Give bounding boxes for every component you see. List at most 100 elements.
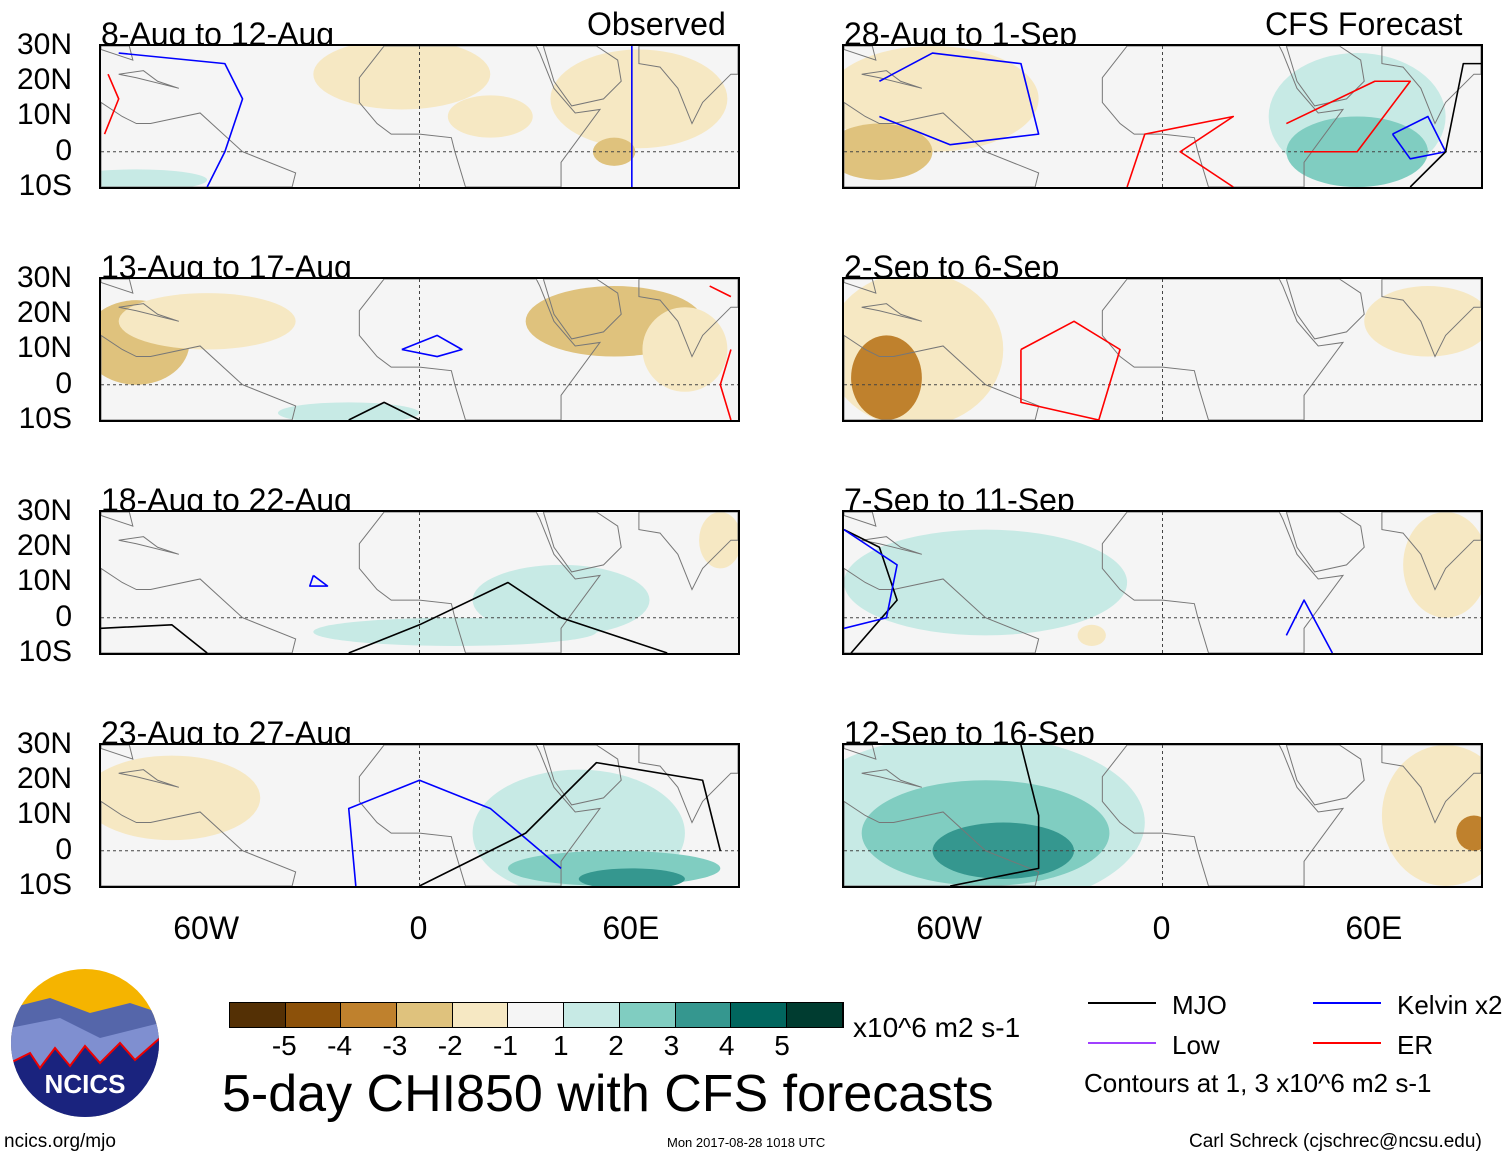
coastline bbox=[542, 512, 622, 573]
coastline bbox=[101, 101, 297, 187]
coastline bbox=[861, 303, 923, 322]
colorbar-label: 1 bbox=[553, 1030, 569, 1061]
coastline bbox=[118, 536, 180, 555]
coastline bbox=[1285, 279, 1365, 340]
colorbar-label: 2 bbox=[608, 1030, 624, 1061]
anomaly-region bbox=[578, 868, 685, 886]
colorbar-label: -1 bbox=[493, 1030, 518, 1061]
map-panel bbox=[99, 510, 740, 655]
legend-line bbox=[1313, 1042, 1381, 1044]
colorbar-swatch bbox=[564, 1003, 620, 1027]
x-tick-label: 60E bbox=[1345, 910, 1403, 946]
coastline bbox=[101, 334, 297, 420]
x-tick-label: 60W bbox=[916, 910, 983, 946]
anomaly-region bbox=[1381, 745, 1481, 886]
legend-label: Low bbox=[1172, 1030, 1220, 1060]
anomaly-region bbox=[118, 293, 296, 350]
colorbar-label: -5 bbox=[271, 1030, 297, 1061]
anomaly-region bbox=[313, 617, 597, 646]
coastline bbox=[844, 800, 1040, 886]
map-panel bbox=[842, 277, 1483, 422]
coastline bbox=[118, 769, 180, 788]
coastline bbox=[118, 303, 180, 322]
legend-label: ER bbox=[1397, 1030, 1434, 1060]
wave-contour bbox=[348, 581, 668, 653]
coastline bbox=[1101, 279, 1345, 420]
anomaly-region bbox=[101, 755, 261, 841]
colorbar-swatch bbox=[452, 1003, 509, 1027]
anomaly-region bbox=[550, 49, 728, 149]
y-tick-label: 0 bbox=[55, 832, 72, 866]
wave-contour bbox=[401, 334, 463, 358]
anomaly-region bbox=[699, 512, 738, 569]
map-panel bbox=[842, 743, 1483, 888]
coastline bbox=[1381, 745, 1481, 824]
wave-contour bbox=[950, 745, 1040, 886]
coastline bbox=[542, 279, 622, 340]
colorbar-swatch bbox=[675, 1003, 732, 1027]
coastline bbox=[101, 279, 134, 294]
contour-note: Contours at 1, 3 x10^6 m2 s-1 bbox=[1084, 1068, 1432, 1098]
coastline bbox=[844, 512, 877, 527]
x-tick-label: 0 bbox=[1152, 910, 1171, 946]
anomaly-region bbox=[851, 335, 922, 420]
footer-timestamp: Mon 2017-08-28 1018 UTC bbox=[667, 1135, 826, 1150]
anomaly-region bbox=[447, 95, 533, 138]
coastline bbox=[1285, 745, 1365, 806]
wave-contour bbox=[879, 52, 1040, 146]
wave-contour bbox=[103, 73, 120, 135]
coastline bbox=[844, 46, 877, 61]
legend-line bbox=[1088, 1042, 1156, 1044]
legend-label: MJO bbox=[1172, 990, 1227, 1020]
wave-contour bbox=[1020, 320, 1121, 420]
coastline bbox=[844, 334, 1040, 420]
x-tick-label: 0 bbox=[409, 910, 428, 946]
forecast-label: CFS Forecast bbox=[1265, 6, 1463, 42]
y-tick-label: 10S bbox=[18, 634, 72, 668]
coastline bbox=[358, 512, 602, 653]
wave-contour bbox=[1285, 599, 1334, 653]
coastline bbox=[638, 512, 738, 591]
colorbar-swatch bbox=[397, 1003, 453, 1027]
wave-contour bbox=[348, 401, 420, 420]
wave-contour bbox=[419, 761, 722, 886]
y-tick-label: 20N bbox=[16, 529, 72, 563]
wave-contour bbox=[1286, 80, 1412, 153]
x-tick-label: 60E bbox=[602, 910, 660, 946]
coastline bbox=[118, 70, 180, 89]
colorbar-swatch bbox=[285, 1003, 342, 1027]
anomaly-region bbox=[313, 46, 491, 110]
anomaly-region bbox=[642, 307, 728, 392]
figure-title: 5-day CHI850 with CFS forecasts bbox=[222, 1065, 994, 1123]
footer-url[interactable]: ncics.org/mjo bbox=[4, 1131, 116, 1152]
colorbar-label: -3 bbox=[382, 1030, 408, 1061]
map-panel bbox=[99, 277, 740, 422]
y-tick-label: 30N bbox=[16, 494, 72, 527]
wave-contour bbox=[719, 349, 732, 420]
coastline bbox=[101, 800, 297, 886]
coastline bbox=[844, 745, 877, 760]
map-panel bbox=[842, 510, 1483, 655]
wave-contour bbox=[844, 528, 898, 630]
coastline bbox=[844, 279, 877, 294]
map-panel bbox=[842, 44, 1483, 189]
coastline bbox=[101, 512, 134, 527]
coastline bbox=[101, 567, 297, 653]
anomaly-region bbox=[1077, 624, 1106, 646]
y-tick-label: 30N bbox=[16, 28, 72, 61]
anomaly-region bbox=[101, 169, 208, 187]
colorbar-swatch bbox=[731, 1003, 787, 1027]
y-tick-label: 0 bbox=[55, 599, 72, 633]
coastline bbox=[101, 745, 134, 760]
coastline bbox=[638, 279, 738, 358]
colorbar-label: -4 bbox=[327, 1030, 353, 1061]
colorbar-label: 3 bbox=[663, 1030, 680, 1061]
colorbar-swatch bbox=[508, 1003, 565, 1027]
y-tick-label: 30N bbox=[16, 261, 72, 294]
colorbar bbox=[229, 1002, 844, 1028]
logo-text: NCICS bbox=[45, 1069, 126, 1099]
coastline bbox=[638, 46, 738, 125]
observed-label: Observed bbox=[587, 6, 726, 42]
anomaly-region bbox=[277, 402, 420, 420]
